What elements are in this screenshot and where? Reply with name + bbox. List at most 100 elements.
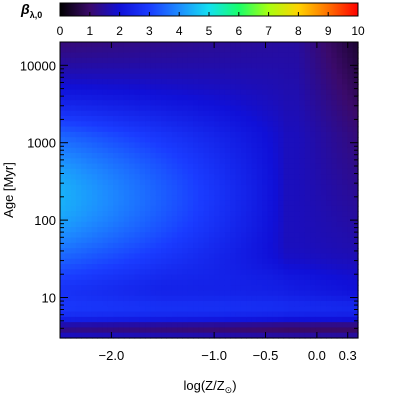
heatmap-cell [171,332,178,339]
heatmap-cell [107,295,114,302]
heatmap-cell [139,47,146,54]
heatmap-cell [331,84,338,91]
heatmap-cell [326,163,332,170]
heatmap-cell [81,174,88,181]
heatmap-cell [299,131,306,138]
heatmap-cell [118,332,125,339]
heatmap-cell [182,94,189,101]
heatmap-cell [65,168,72,175]
heatmap-cell [60,79,66,85]
heatmap-cell [177,221,183,228]
heatmap-cell [315,57,322,64]
heatmap-cell [310,42,317,48]
heatmap-cell [256,221,263,228]
heatmap-cell [326,110,332,117]
heatmap-cell [155,174,162,181]
heatmap-cell [288,248,295,255]
heatmap-cell [288,84,295,91]
heatmap-cell [193,110,199,117]
heatmap-cell [209,205,215,212]
heatmap-cell [331,47,338,54]
heatmap-cell [315,237,322,244]
heatmap-cell [118,73,125,80]
heatmap-cell [246,110,253,117]
heatmap-cell [336,116,343,122]
heatmap-cell [219,205,226,212]
heatmap-cell [342,57,348,64]
heatmap-cell [107,327,114,334]
heatmap-cell [118,227,125,233]
heatmap-cell [97,174,104,181]
heatmap-cell [272,200,279,207]
heatmap-cell [320,131,327,138]
heatmap-cell [139,190,146,196]
heatmap-cell [177,316,183,323]
heatmap-cell [235,153,242,159]
heatmap-cell [118,116,125,122]
heatmap-cell [166,190,173,196]
heatmap-cell [342,147,348,154]
heatmap-cell [209,105,215,112]
heatmap-cell [299,116,306,122]
heatmap-cell [70,190,77,196]
heatmap-cell [326,174,332,181]
heatmap-cell [278,301,285,307]
heatmap-cell [81,269,88,276]
heatmap-cell [171,94,178,101]
heatmap-cell [139,295,146,302]
heatmap-cell [219,68,226,75]
heatmap-cell [161,301,168,307]
heatmap-cell [187,237,194,244]
heatmap-cell [262,258,269,265]
heatmap-cell [246,258,253,265]
heatmap-cell [193,216,199,223]
heatmap-cell [267,316,274,323]
heatmap-cell [171,258,178,265]
heatmap-cell [161,221,168,228]
heatmap-cell [326,248,332,255]
heatmap-cell [182,211,189,218]
heatmap-cell [182,232,189,239]
heatmap-cell [299,242,306,249]
heatmap-cell [310,163,317,170]
heatmap-cell [272,332,279,339]
heatmap-cell [294,269,301,276]
heatmap-cell [150,279,157,286]
heatmap-cell [123,168,130,175]
heatmap-cell [65,205,72,212]
heatmap-cell [347,94,354,101]
heatmap-cell [288,163,295,170]
heatmap-cell [246,211,253,218]
heatmap-cell [166,79,173,85]
heatmap-cell [272,42,279,48]
heatmap-cell [219,316,226,323]
heatmap-cell [60,332,66,339]
heatmap-cell [235,94,242,101]
heatmap-cell [246,216,253,223]
heatmap-cell [262,73,269,80]
heatmap-cell [304,279,311,286]
heatmap-cell [81,290,88,297]
heatmap-cell [193,73,199,80]
heatmap-cell [262,290,269,297]
heatmap-cell [102,42,109,48]
heatmap-cell [246,290,253,297]
heatmap-cell [182,142,189,149]
heatmap-cell [81,179,88,186]
heatmap-cell [107,237,114,244]
heatmap-cell [230,84,237,91]
heatmap-cell [171,200,178,207]
heatmap-cell [161,68,168,75]
heatmap-cell [203,264,210,270]
heatmap-cell [315,42,322,48]
heatmap-cell [171,47,178,54]
heatmap-cell [118,47,125,54]
heatmap-cell [272,311,279,318]
heatmap-cell [145,174,152,181]
heatmap-cell [187,295,194,302]
heatmap-cell [75,227,82,233]
heatmap-cell [315,258,322,265]
heatmap-cell [262,327,269,334]
heatmap-cell [304,237,311,244]
heatmap-cell [161,190,168,196]
